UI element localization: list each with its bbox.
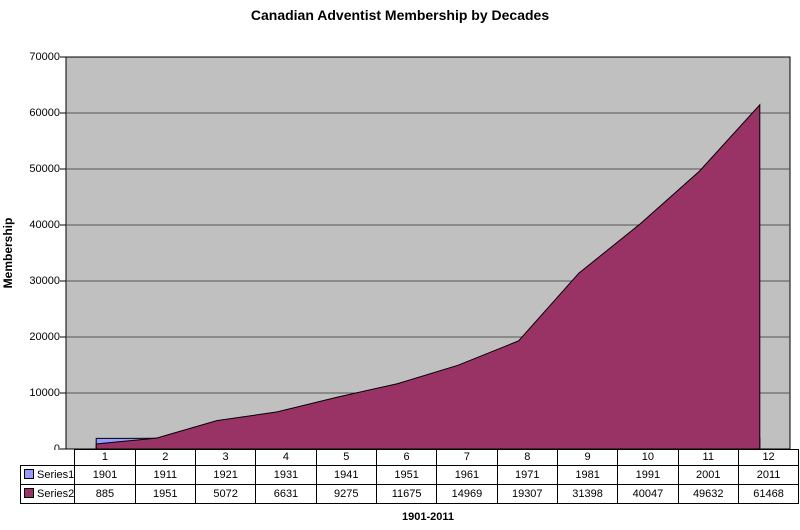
value-cell: 1951 <box>134 484 196 504</box>
category-label: 5 <box>315 449 377 466</box>
y-tick-label: 30000 <box>29 275 60 287</box>
y-tick-label: 20000 <box>29 331 60 343</box>
value-cell: 5072 <box>194 484 257 504</box>
category-label: 9 <box>556 449 619 466</box>
value-cell: 19307 <box>496 484 558 504</box>
y-tick-label: 0 <box>0 442 60 456</box>
legend-key-icon <box>24 469 34 479</box>
category-label: 1 <box>74 449 136 466</box>
category-label: 4 <box>255 449 317 466</box>
category-label: 7 <box>436 449 498 466</box>
plot-area <box>60 56 791 450</box>
value-cell: 885 <box>74 484 136 504</box>
y-tick-label: 10000 <box>29 387 60 399</box>
value-cell: 1981 <box>556 465 619 485</box>
table-corner-blank <box>20 449 75 466</box>
y-tick-label: 60000 <box>29 107 60 119</box>
value-cell: 1911 <box>134 465 196 485</box>
y-tick-label: 40000 <box>29 219 60 231</box>
table-row: Series2 885 1951 5072 6631 9275 11675 14969 1930… <box>19 484 800 504</box>
value-cell: 6631 <box>255 484 317 504</box>
value-cell: 2011 <box>737 465 800 485</box>
y-tick-label: 50000 <box>29 163 60 175</box>
category-label: 8 <box>496 449 558 466</box>
value-cell: 40047 <box>617 484 679 504</box>
category-label: 12 <box>737 449 800 466</box>
category-label: 11 <box>677 449 739 466</box>
value-cell: 1951 <box>375 465 438 485</box>
value-cell: 61468 <box>737 484 800 504</box>
value-cell: 2001 <box>677 465 739 485</box>
legend-series-name: Series1 <box>19 465 76 485</box>
table-row: Series1 1901 1911 1921 1931 1941 1951 1961 1971 1… <box>19 465 800 485</box>
x-axis-title: 1901-2011 <box>402 511 454 523</box>
value-cell: 49632 <box>677 484 739 504</box>
value-cell: 9275 <box>315 484 377 504</box>
category-label: 10 <box>617 449 679 466</box>
value-cell: 1961 <box>436 465 498 485</box>
value-cell: 11675 <box>375 484 438 504</box>
value-cell: 1941 <box>315 465 377 485</box>
value-cell: 1971 <box>496 465 558 485</box>
category-label: 2 <box>134 449 196 466</box>
category-label: 3 <box>194 449 257 466</box>
y-tick-label: 70000 <box>29 51 60 63</box>
category-label: 6 <box>375 449 438 466</box>
value-cell: 1931 <box>255 465 317 485</box>
chart-title: Canadian Adventist Membership by Decades <box>250 7 550 23</box>
legend-key-icon <box>24 488 34 498</box>
legend-series-name: Series2 <box>19 484 76 504</box>
value-cell: 1921 <box>194 465 257 485</box>
category-row: 1 2 3 4 5 6 7 8 9 10 11 12 <box>20 449 800 466</box>
value-cell: 1991 <box>617 465 679 485</box>
value-cell: 1901 <box>74 465 136 485</box>
data-table: 1 2 3 4 5 6 7 8 9 10 11 12 Series1 1901 1911 1921 1931 19… <box>19 449 800 504</box>
value-cell: 31398 <box>556 484 619 504</box>
value-cell: 14969 <box>436 484 498 504</box>
